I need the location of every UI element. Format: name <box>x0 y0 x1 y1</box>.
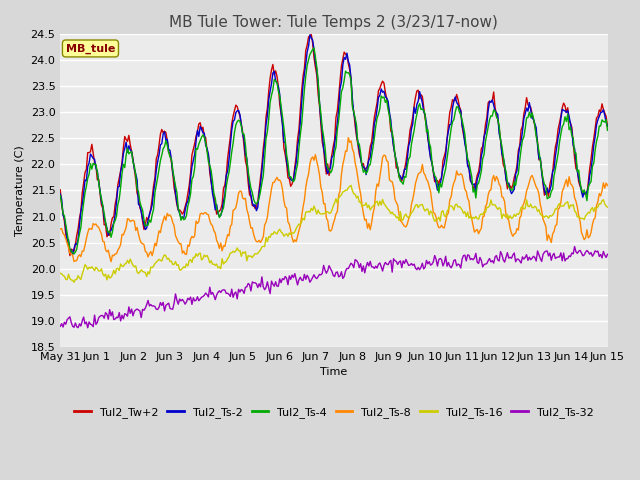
Tul2_Ts-32 <box>456 262 463 268</box>
Tul2_Ts-2 <box>306 32 314 38</box>
Tul2_Tw+2 <box>604 124 611 130</box>
Tul2_Ts-32 <box>56 324 64 329</box>
Tul2_Ts-32 <box>571 244 579 250</box>
Tul2_Ts-8 <box>344 135 352 141</box>
Tul2_Ts-2 <box>275 84 282 89</box>
Tul2_Tw+2 <box>66 253 74 259</box>
Tul2_Ts-4 <box>124 145 131 151</box>
Tul2_Ts-32 <box>453 263 461 269</box>
Tul2_Tw+2 <box>457 108 465 113</box>
Line: Tul2_Ts-4: Tul2_Ts-4 <box>60 48 607 254</box>
Tul2_Ts-8 <box>56 226 64 232</box>
Tul2_Ts-32 <box>236 289 244 295</box>
Tul2_Ts-2 <box>124 149 131 155</box>
Tul2_Ts-2 <box>457 108 465 114</box>
Tul2_Ts-2 <box>454 102 462 108</box>
Tul2_Ts-4 <box>604 128 611 133</box>
Tul2_Ts-8 <box>275 178 282 183</box>
Tul2_Ts-16 <box>403 214 411 220</box>
Tul2_Ts-16 <box>275 228 282 234</box>
Tul2_Tw+2 <box>124 138 131 144</box>
Tul2_Ts-16 <box>124 257 131 263</box>
Tul2_Ts-2 <box>56 191 64 197</box>
Tul2_Tw+2 <box>275 84 282 89</box>
Tul2_Ts-4 <box>275 88 282 94</box>
Tul2_Ts-8 <box>604 182 611 188</box>
Tul2_Ts-32 <box>604 252 611 257</box>
Tul2_Ts-16 <box>236 248 244 253</box>
Tul2_Ts-4 <box>236 119 244 124</box>
Y-axis label: Temperature (C): Temperature (C) <box>15 145 25 236</box>
Tul2_Ts-2 <box>236 112 244 118</box>
Legend: Tul2_Tw+2, Tul2_Ts-2, Tul2_Ts-4, Tul2_Ts-8, Tul2_Ts-16, Tul2_Ts-32: Tul2_Tw+2, Tul2_Ts-2, Tul2_Ts-4, Tul2_Ts… <box>70 403 598 422</box>
Tul2_Ts-32 <box>84 325 92 331</box>
Tul2_Ts-16 <box>347 182 355 188</box>
Line: Tul2_Tw+2: Tul2_Tw+2 <box>60 35 607 256</box>
Tul2_Ts-8 <box>403 221 411 227</box>
Tul2_Tw+2 <box>56 187 64 193</box>
Tul2_Ts-2 <box>68 252 76 257</box>
Tul2_Ts-8 <box>236 188 244 194</box>
Text: MB_tule: MB_tule <box>66 43 115 54</box>
Tul2_Ts-4 <box>454 104 462 110</box>
Tul2_Ts-4 <box>310 45 318 51</box>
Tul2_Ts-16 <box>454 204 462 210</box>
Line: Tul2_Ts-32: Tul2_Ts-32 <box>60 247 607 328</box>
Line: Tul2_Ts-8: Tul2_Ts-8 <box>60 138 607 262</box>
Tul2_Ts-16 <box>70 279 78 285</box>
Tul2_Ts-8 <box>457 171 465 177</box>
Title: MB Tule Tower: Tule Temps 2 (3/23/17-now): MB Tule Tower: Tule Temps 2 (3/23/17-now… <box>170 15 499 30</box>
Tul2_Ts-8 <box>124 216 131 222</box>
Tul2_Ts-32 <box>402 256 410 262</box>
Tul2_Tw+2 <box>236 113 244 119</box>
Tul2_Ts-2 <box>604 123 611 129</box>
Tul2_Ts-16 <box>56 270 64 276</box>
Tul2_Ts-4 <box>457 112 465 118</box>
Tul2_Ts-16 <box>457 205 465 211</box>
Tul2_Ts-32 <box>275 283 282 289</box>
Tul2_Ts-32 <box>124 313 131 319</box>
X-axis label: Time: Time <box>320 367 348 377</box>
Tul2_Ts-2 <box>403 156 411 162</box>
Tul2_Ts-4 <box>403 164 411 169</box>
Tul2_Ts-4 <box>70 251 78 257</box>
Tul2_Tw+2 <box>307 32 315 37</box>
Line: Tul2_Ts-2: Tul2_Ts-2 <box>60 35 607 254</box>
Tul2_Tw+2 <box>403 149 411 155</box>
Tul2_Ts-8 <box>107 259 115 264</box>
Tul2_Ts-8 <box>454 172 462 178</box>
Tul2_Tw+2 <box>454 96 462 102</box>
Tul2_Ts-4 <box>56 193 64 199</box>
Line: Tul2_Ts-16: Tul2_Ts-16 <box>60 185 607 282</box>
Tul2_Ts-16 <box>604 204 611 210</box>
